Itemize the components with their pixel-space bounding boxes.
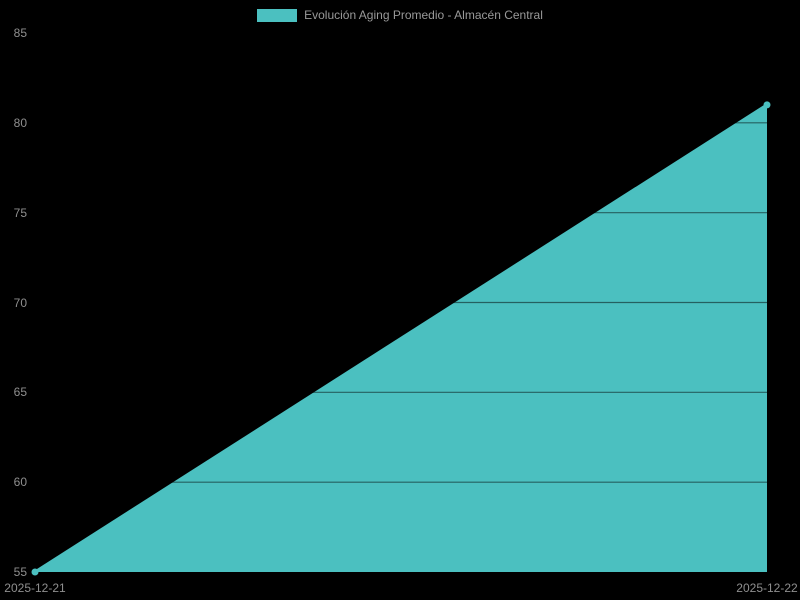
- data-point-2025-12-21[interactable]: [31, 568, 39, 576]
- x-tick-label-2025-12-21: 2025-12-21: [4, 581, 66, 595]
- y-tick-label-80: 80: [13, 115, 27, 130]
- y-tick-label-70: 70: [13, 295, 27, 310]
- chart-legend[interactable]: Evolución Aging Promedio - Almacén Centr…: [0, 9, 800, 22]
- y-tick-label-85: 85: [13, 26, 27, 40]
- legend-swatch: [257, 9, 298, 22]
- y-tick-label-60: 60: [13, 475, 27, 490]
- y-tick-label-65: 65: [13, 385, 27, 400]
- y-tick-label-55: 55: [13, 565, 27, 579]
- y-tick-label-75: 75: [13, 205, 27, 220]
- legend-label: Evolución Aging Promedio - Almacén Centr…: [304, 8, 543, 22]
- data-point-2025-12-22[interactable]: [763, 101, 771, 109]
- series-line: [34, 103, 768, 574]
- x-tick-label-2025-12-22: 2025-12-22: [736, 581, 798, 595]
